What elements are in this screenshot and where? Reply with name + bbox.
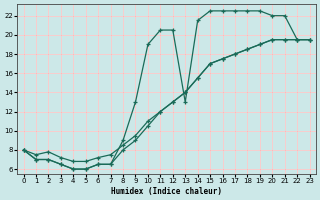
X-axis label: Humidex (Indice chaleur): Humidex (Indice chaleur): [111, 187, 222, 196]
